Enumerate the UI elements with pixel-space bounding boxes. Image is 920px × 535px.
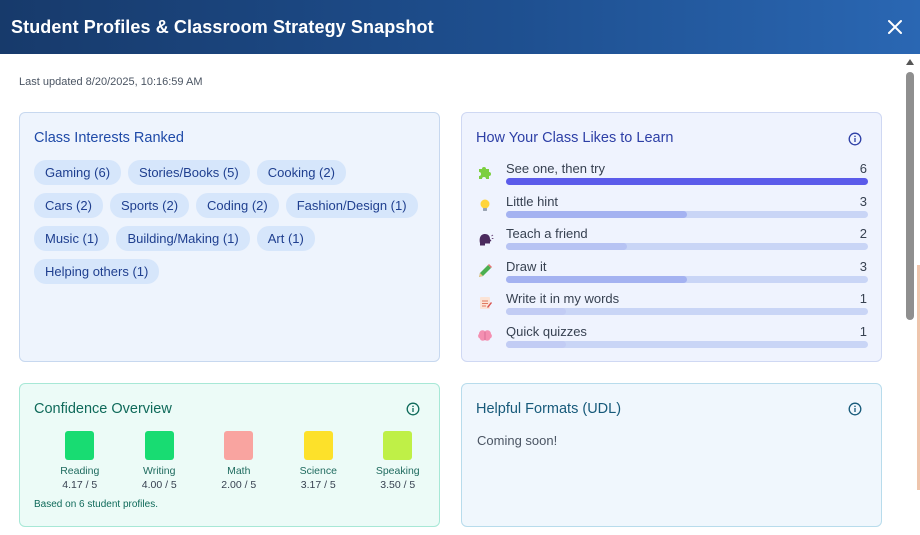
learn-row: Draw it 3 (476, 258, 868, 291)
learn-count: 3 (859, 258, 867, 274)
learn-label: See one, then try (506, 161, 606, 176)
udl-note: Coming soon! (477, 433, 558, 448)
learn-row: Write it in my words 1 (476, 290, 868, 323)
learn-bar-fill (506, 308, 567, 315)
lightbulb-icon (476, 197, 494, 215)
learn-count: 1 (859, 291, 867, 306)
learn-count: 6 (859, 161, 867, 176)
confidence-subject: Writing (143, 465, 176, 477)
learn-count: 1 (859, 323, 867, 339)
modal-header: Student Profiles & Classroom Strategy Sn… (0, 0, 920, 54)
learn-bar-track (506, 340, 868, 348)
confidence-note: Based on 6 student profiles. (34, 499, 158, 510)
confidence-items: Reading 4.17 / 5 Writing 4.00 / 5 Math 2.00 /… (40, 431, 438, 491)
confidence-swatch (383, 431, 413, 460)
interest-chip: Helping others (1) (34, 259, 160, 284)
learn-title: How Your Class Likes to Learn (476, 130, 674, 146)
learn-bar-track (506, 275, 868, 283)
chip-row: Music (1) Building/Making (1) Art (1) (34, 226, 434, 251)
learn-bar-track (506, 243, 868, 250)
confidence-score: 2.00 / 5 (221, 479, 257, 491)
interest-chip: Cooking (2) (256, 160, 346, 185)
learn-label: Quick quizzes (506, 323, 587, 339)
confidence-swatch (65, 431, 95, 460)
learning-preferences-card: How Your Class Likes to Learn See one, t… (461, 112, 882, 362)
learn-bar-fill (506, 210, 687, 218)
interests-title: Class Interests Ranked (34, 130, 184, 146)
close-icon (888, 20, 902, 34)
learn-label: Teach a friend (506, 226, 588, 241)
interest-chip: Coding (2) (196, 193, 279, 218)
confidence-subject: Science (299, 465, 337, 477)
learn-row: Teach a friend 2 (476, 225, 868, 258)
confidence-item: Writing 4.00 / 5 (120, 431, 200, 491)
udl-card: Helpful Formats (UDL) Coming soon! (461, 383, 882, 527)
interest-chip: Music (1) (34, 226, 110, 251)
scroll-up-arrow-icon[interactable] (906, 59, 914, 65)
chip-row: Gaming (6) Stories/Books (5) Cooking (2) (34, 160, 434, 185)
learn-bar-fill (506, 275, 687, 283)
interest-chip: Stories/Books (5) (128, 160, 250, 185)
last-updated: Last updated 8/20/2025, 10:16:59 AM (19, 76, 203, 88)
pencil-icon (476, 262, 494, 280)
confidence-score: 4.17 / 5 (62, 479, 98, 491)
interest-chip: Gaming (6) (34, 160, 122, 185)
interest-chip: Fashion/Design (1) (285, 193, 418, 218)
confidence-item: Speaking 3.50 / 5 (358, 431, 438, 491)
speaking-head-icon (476, 229, 494, 247)
interest-chip: Cars (2) (34, 193, 103, 218)
interest-chip: Sports (2) (109, 193, 190, 218)
confidence-swatch (303, 431, 333, 460)
confidence-score: 4.00 / 5 (141, 479, 177, 491)
confidence-score: 3.50 / 5 (380, 479, 416, 491)
learn-bar-track (506, 308, 868, 315)
memo-icon (476, 294, 494, 312)
confidence-item: Math 2.00 / 5 (199, 431, 279, 491)
udl-title: Helpful Formats (UDL) (476, 401, 622, 417)
puzzle-icon (476, 164, 494, 182)
confidence-card: Confidence Overview Reading 4.17 / 5 Writi… (19, 383, 440, 527)
learn-row: See one, then try 6 (476, 160, 868, 193)
learn-bar-track (506, 178, 868, 185)
confidence-item: Reading 4.17 / 5 (40, 431, 120, 491)
learn-count: 2 (859, 226, 867, 241)
confidence-subject: Reading (60, 465, 100, 477)
confidence-swatch (224, 431, 254, 460)
learn-list: See one, then try 6 Little hint 3 Teach a fr… (476, 160, 868, 355)
close-button[interactable] (882, 14, 908, 40)
interest-chip: Art (1) (256, 226, 315, 251)
interest-chip: Building/Making (1) (116, 226, 250, 251)
learn-row: Little hint 3 (476, 193, 868, 226)
info-icon[interactable] (406, 402, 420, 416)
brain-icon (476, 327, 494, 345)
interests-card: Class Interests Ranked Gaming (6) Stories… (19, 112, 440, 362)
chip-row: Helping others (1) (34, 259, 434, 284)
learn-label: Write it in my words (506, 291, 620, 306)
window-edge (917, 265, 920, 490)
scrollbar-thumb[interactable] (906, 72, 914, 320)
interest-chips: Gaming (6) Stories/Books (5) Cooking (2) Ca… (34, 160, 434, 292)
confidence-title: Confidence Overview (34, 401, 172, 417)
confidence-score: 3.17 / 5 (300, 479, 336, 491)
learn-bar-fill (506, 178, 868, 185)
confidence-item: Science 3.17 / 5 (279, 431, 359, 491)
learn-row: Quick quizzes 1 (476, 323, 868, 356)
learn-bar-fill (506, 340, 567, 348)
learn-count: 3 (859, 193, 867, 209)
chip-row: Cars (2) Sports (2) Coding (2) Fashion/Desi… (34, 193, 434, 218)
info-icon[interactable] (848, 132, 862, 146)
confidence-swatch (144, 431, 174, 460)
modal-title: Student Profiles & Classroom Strategy Sn… (11, 16, 434, 37)
confidence-subject: Math (227, 465, 251, 477)
learn-bar-track (506, 210, 868, 218)
learn-label: Little hint (506, 193, 559, 209)
learn-label: Draw it (506, 258, 547, 274)
learn-bar-fill (506, 243, 627, 250)
info-icon[interactable] (848, 402, 862, 416)
confidence-subject: Speaking (375, 465, 420, 477)
